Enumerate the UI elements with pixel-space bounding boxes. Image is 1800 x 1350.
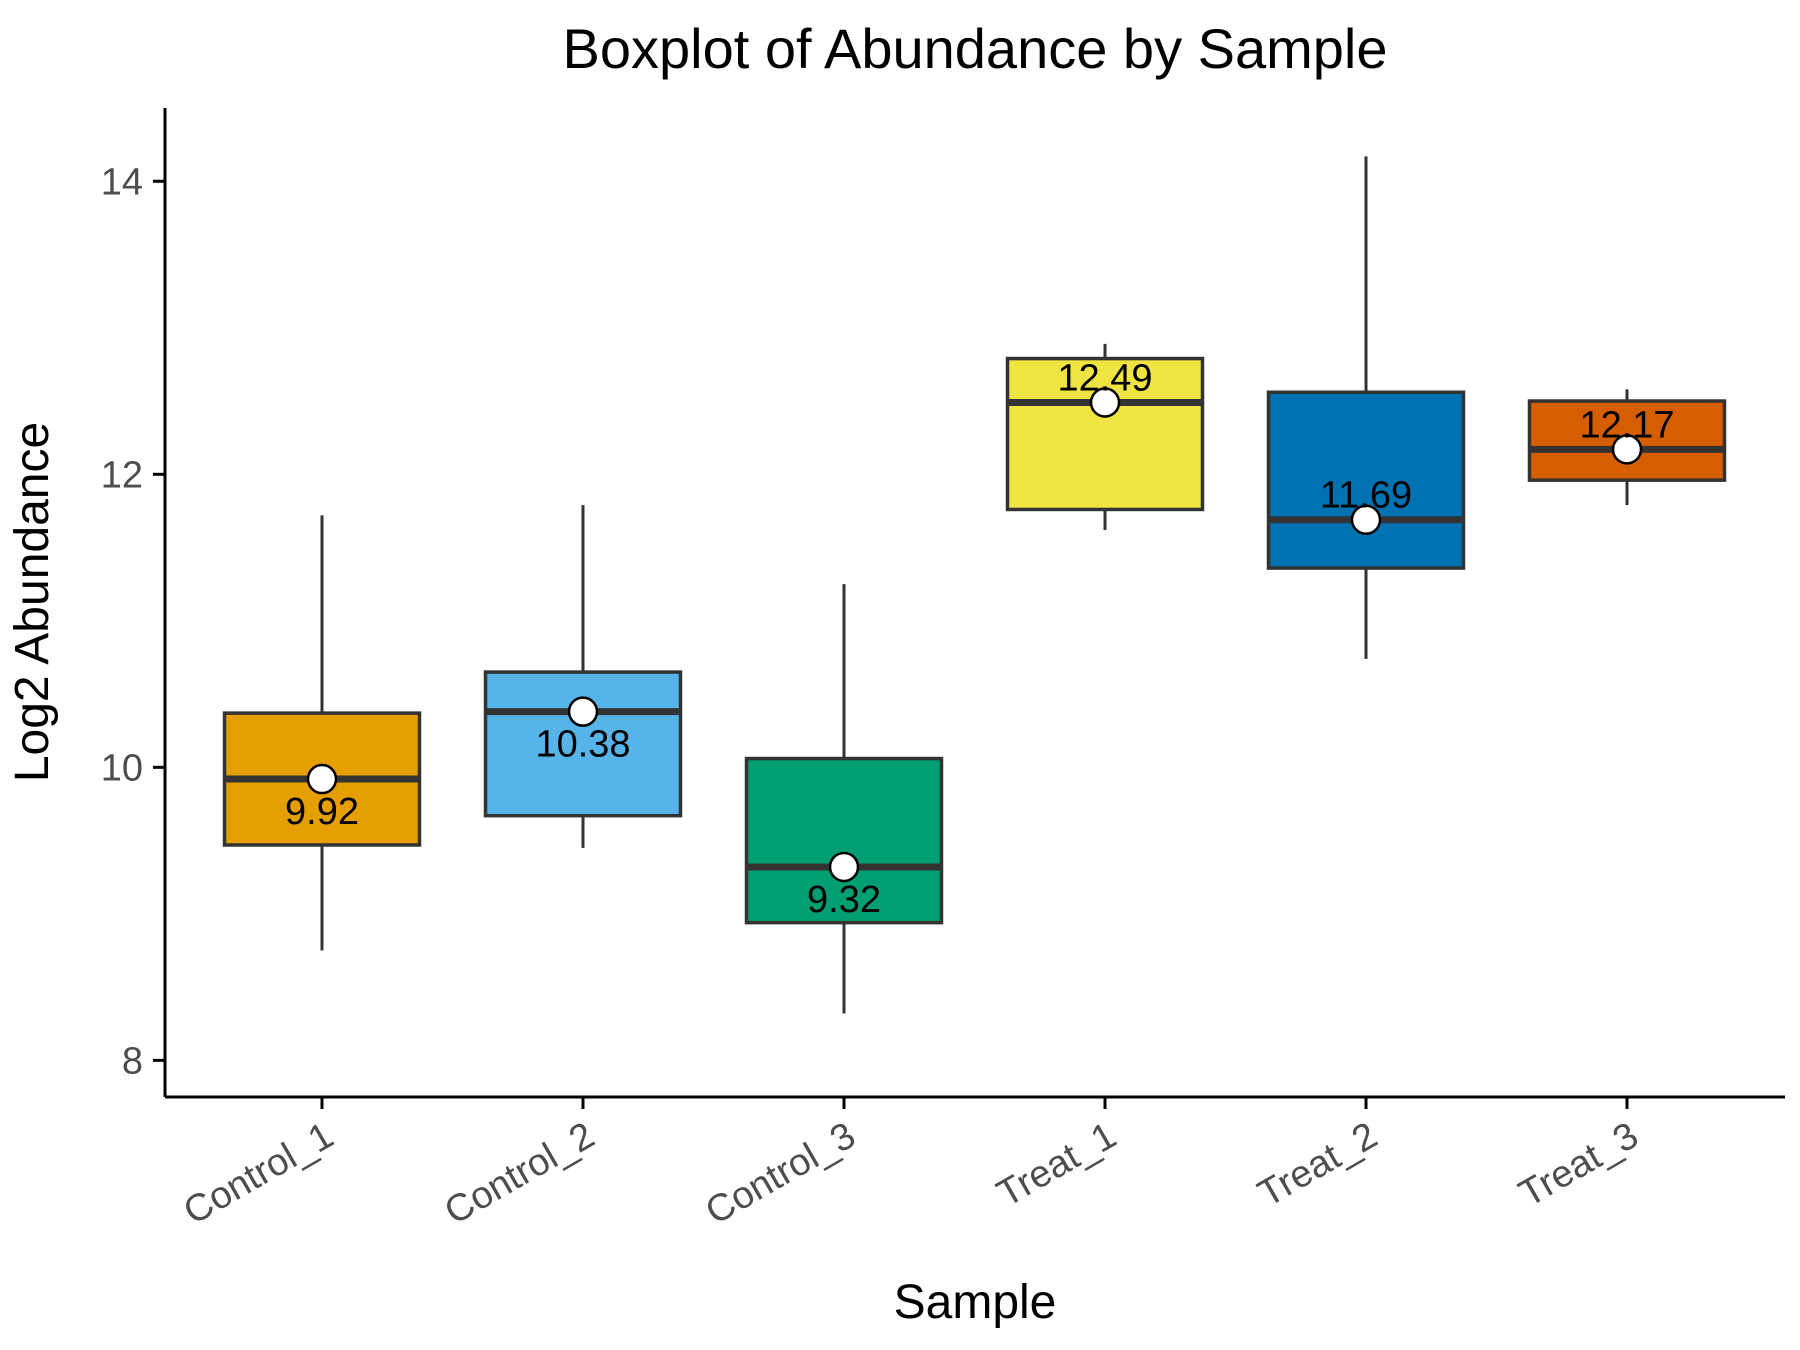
mean-value-label: 12.49: [1057, 358, 1152, 400]
iqr-box: [744, 756, 944, 925]
mean-value-label: 9.32: [807, 879, 881, 921]
x-tick-label-Control_1: Control_1: [177, 1114, 341, 1233]
y-tick-label-10: 10: [101, 747, 143, 789]
y-axis-ticks: 8 10 12 14: [101, 161, 165, 1082]
box-Treat_3: 12.17: [1527, 389, 1727, 506]
x-tick-label-Control_2: Control_2: [438, 1114, 602, 1233]
mean-point: [1350, 504, 1382, 535]
chart-title: Boxplot of Abundance by Sample: [562, 17, 1387, 80]
mean-value-label: 11.69: [1320, 475, 1412, 517]
iqr-box: [1005, 356, 1205, 512]
box-Control_2: 10.38: [483, 505, 683, 848]
x-axis-title: Sample: [894, 1276, 1057, 1329]
box-Treat_1: 12.49: [1005, 343, 1205, 530]
mean-point: [828, 851, 860, 883]
x-tick-label-Treat_1: Treat_1: [990, 1114, 1123, 1215]
x-tick-label-Treat_3: Treat_3: [1512, 1114, 1645, 1215]
iqr-box: [483, 670, 683, 818]
plot-area: 9.92 10.38 9.32 12.49 11.69 12.17: [222, 156, 1727, 1014]
box-Control_1: 9.92: [222, 515, 422, 951]
iqr-box: [1266, 390, 1466, 570]
mean-point: [1089, 387, 1121, 418]
mean-value-label: 12.17: [1579, 404, 1674, 446]
y-axis-title: Log2 Abundance: [6, 422, 59, 782]
y-tick-label-14: 14: [101, 161, 143, 203]
box-Treat_2: 11.69: [1266, 156, 1466, 659]
x-tick-label-Control_3: Control_3: [699, 1114, 863, 1233]
mean-point: [567, 696, 599, 727]
x-tick-label-Treat_2: Treat_2: [1251, 1114, 1384, 1215]
y-tick-label-8: 8: [122, 1040, 143, 1082]
mean-value-label: 9.92: [285, 791, 359, 833]
y-tick-label-12: 12: [101, 454, 143, 496]
x-axis-ticks: Control_1 Control_2 Control_3 Treat_1 Treat_…: [177, 1097, 1646, 1233]
mean-point: [306, 763, 338, 795]
mean-point: [1611, 434, 1643, 465]
box-Control_3: 9.32: [744, 584, 944, 1014]
mean-value-label: 10.38: [535, 724, 630, 766]
